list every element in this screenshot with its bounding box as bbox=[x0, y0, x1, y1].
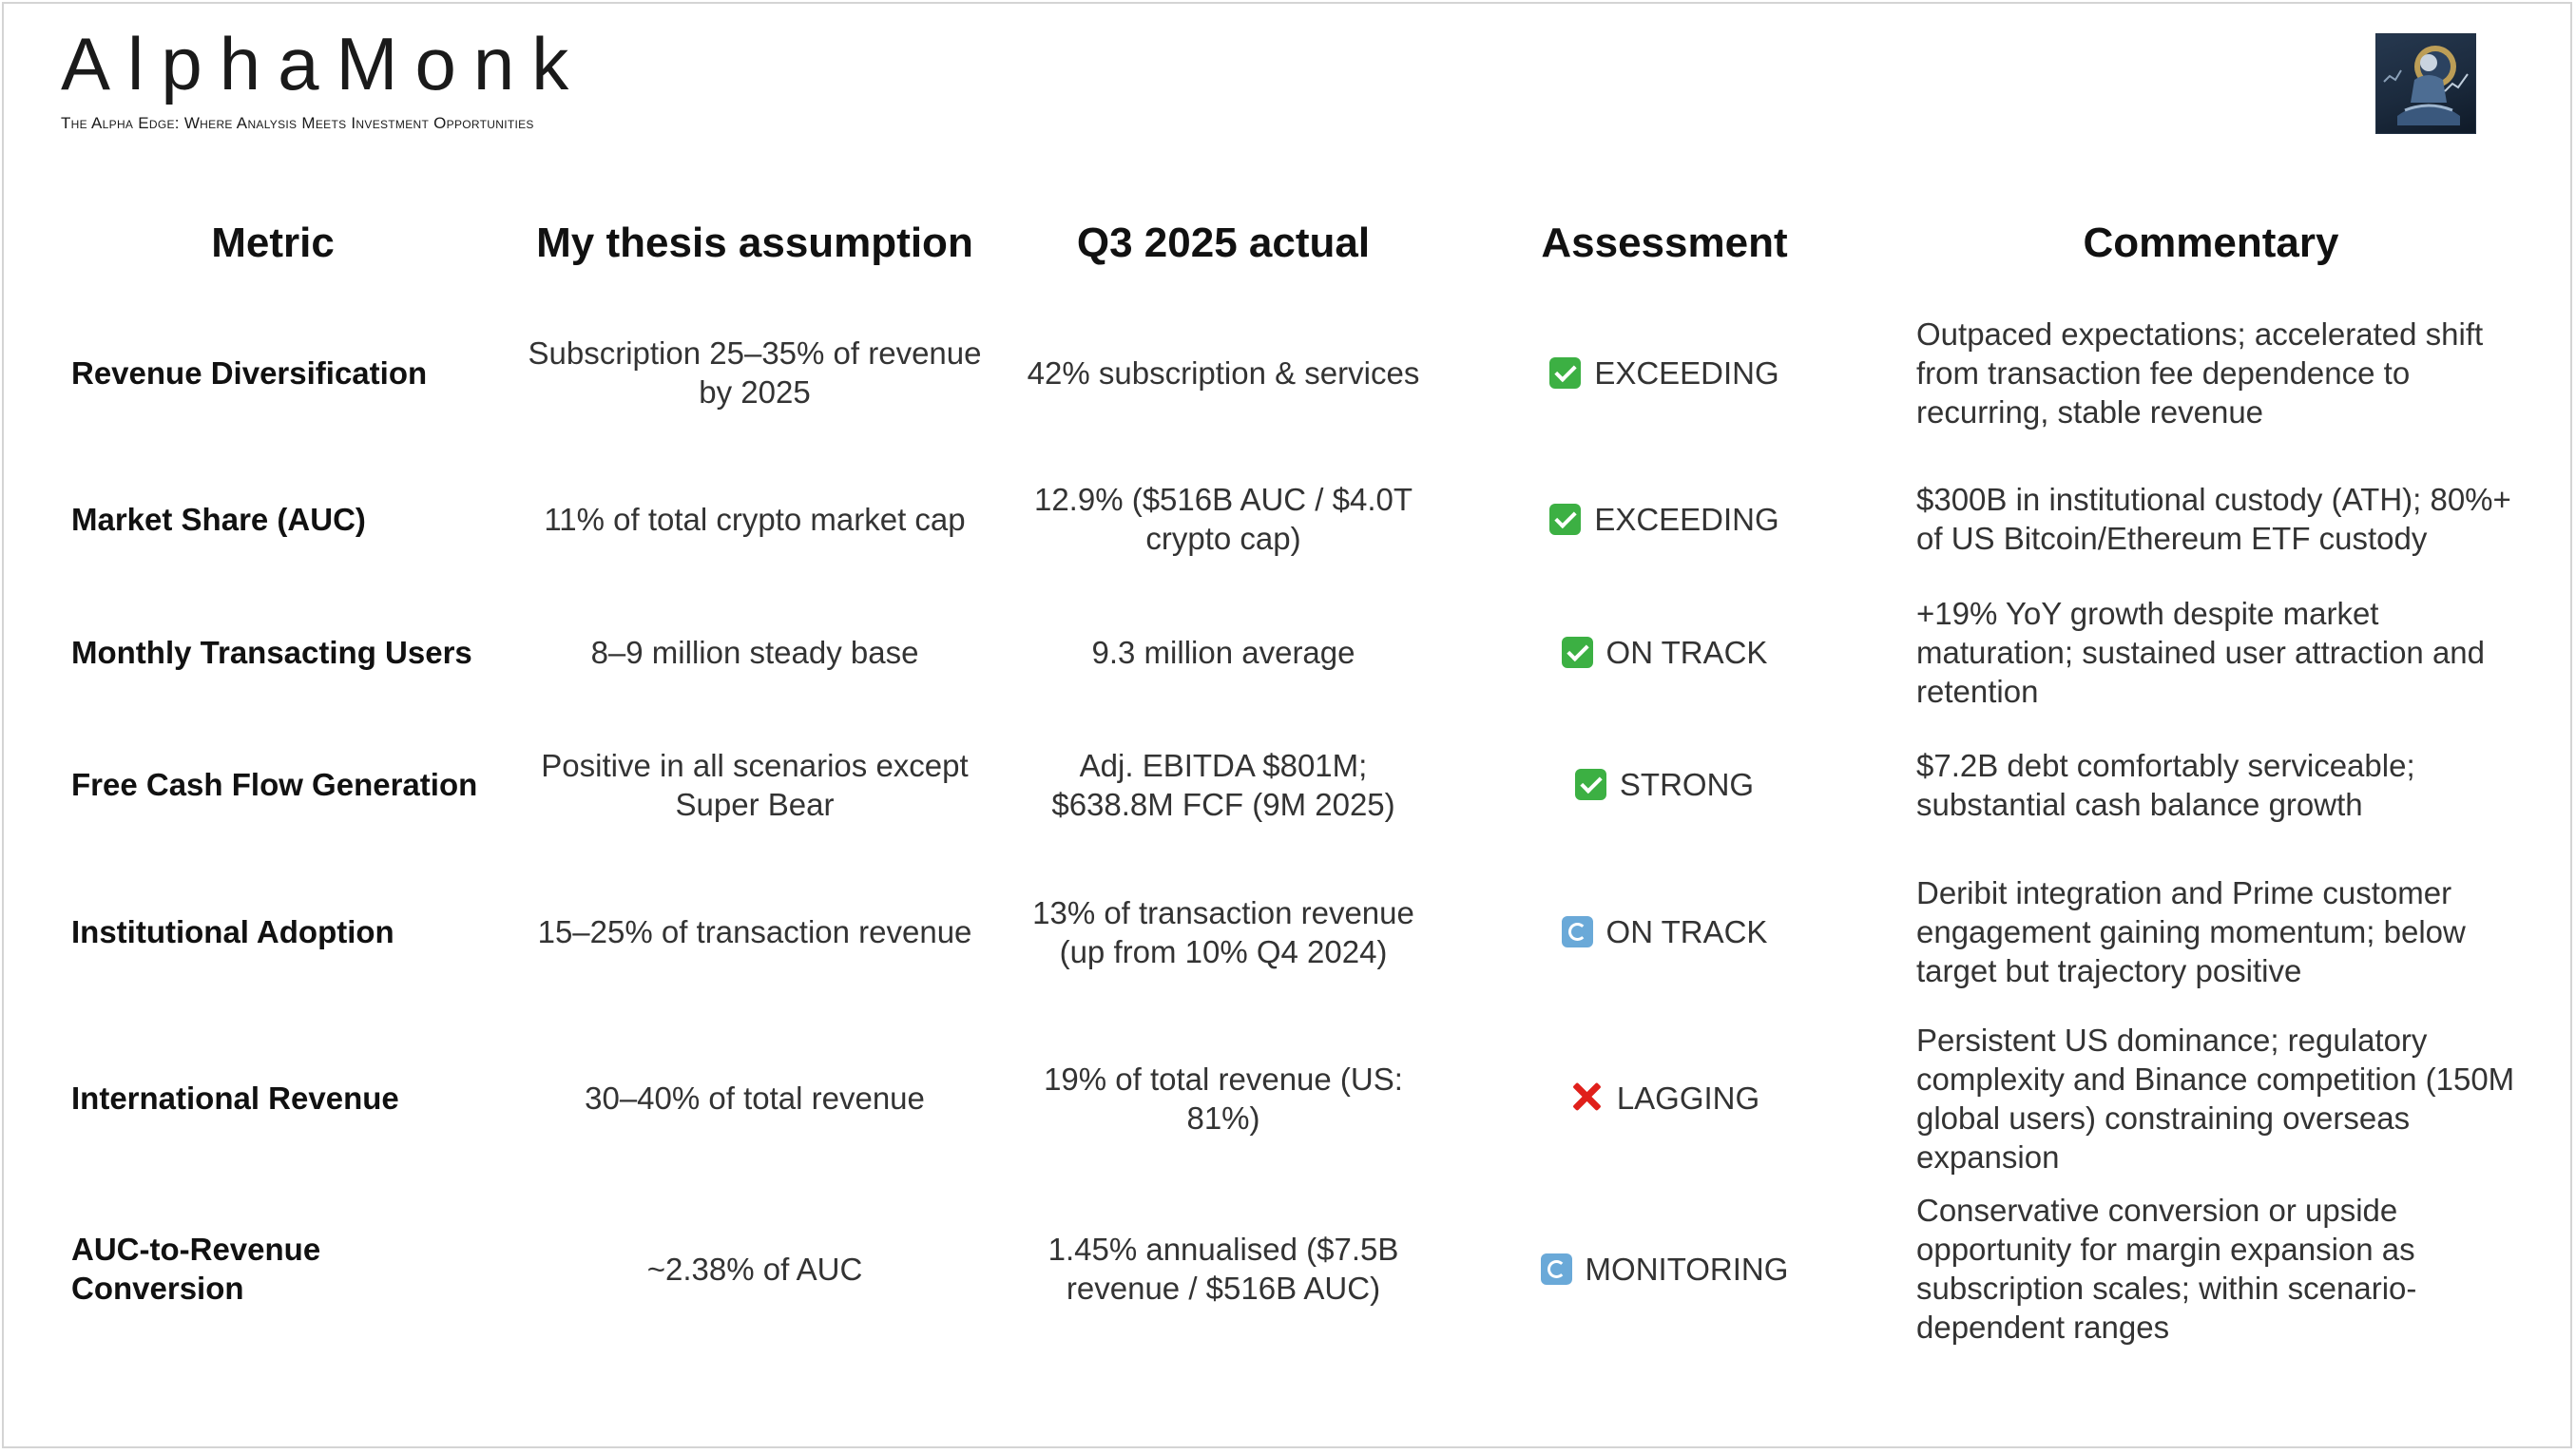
thesis-cell: 11% of total crypto market cap bbox=[544, 501, 966, 537]
thesis-assessment-table: Metric My thesis assumption Q3 2025 actu… bbox=[42, 185, 2534, 1347]
status-label: ON TRACK bbox=[1605, 914, 1768, 949]
check-icon bbox=[1549, 356, 1582, 389]
status-label: EXCEEDING bbox=[1594, 501, 1779, 537]
status-label: ON TRACK bbox=[1605, 635, 1768, 670]
status-label: LAGGING bbox=[1616, 1081, 1760, 1116]
brand-tagline: The Alpha Edge: Where Analysis Meets Inv… bbox=[61, 114, 534, 132]
table-row: Monthly Transacting Users 8–9 million st… bbox=[42, 594, 2534, 711]
actual-cell: 9.3 million average bbox=[1091, 635, 1355, 670]
brand-name: AlphaMonk bbox=[61, 22, 586, 105]
table-row: Market Share (AUC) 11% of total crypto m… bbox=[42, 444, 2534, 594]
metric-cell: Monthly Transacting Users bbox=[71, 635, 472, 670]
header-actual: Q3 2025 actual bbox=[1076, 220, 1371, 266]
assessment-cell: EXCEEDING bbox=[1441, 301, 1888, 444]
header-metric: Metric bbox=[211, 220, 335, 266]
commentary-cell: Conservative conversion or upside opport… bbox=[1916, 1193, 2417, 1345]
actual-cell: Adj. EBITDA $801M; $638.8M FCF (9M 2025) bbox=[1051, 747, 1395, 822]
actual-cell: 19% of total revenue (US: 81%) bbox=[1044, 1061, 1403, 1136]
cycle-icon bbox=[1540, 1253, 1572, 1285]
status-label: MONITORING bbox=[1585, 1251, 1789, 1287]
table-row: Revenue Diversification Subscription 25–… bbox=[42, 301, 2534, 444]
header-assessment: Assessment bbox=[1541, 220, 1788, 266]
thesis-cell: Subscription 25–35% of revenue by 2025 bbox=[528, 335, 982, 410]
metric-cell: Institutional Adoption bbox=[71, 914, 394, 949]
brand-header: AlphaMonk The Alpha Edge: Where Analysis… bbox=[61, 27, 586, 133]
thesis-cell: 8–9 million steady base bbox=[590, 635, 919, 670]
commentary-cell: Persistent US dominance; regulatory comp… bbox=[1916, 1022, 2515, 1175]
metric-cell: Free Cash Flow Generation bbox=[71, 767, 478, 802]
assessment-cell: ON TRACK bbox=[1441, 858, 1888, 1005]
actual-cell: 12.9% ($516B AUC / $4.0T crypto cap) bbox=[1033, 482, 1413, 556]
assessment-cell: STRONG bbox=[1441, 711, 1888, 858]
status-label: EXCEEDING bbox=[1594, 354, 1779, 391]
actual-cell: 13% of transaction revenue (up from 10% … bbox=[1032, 894, 1414, 969]
assessment-cell: ON TRACK bbox=[1441, 594, 1888, 711]
metric-cell: Market Share (AUC) bbox=[71, 501, 366, 537]
check-icon bbox=[1574, 769, 1606, 800]
table-row: Institutional Adoption 15–25% of transac… bbox=[42, 858, 2534, 1005]
check-icon bbox=[1549, 503, 1582, 535]
commentary-cell: Deribit integration and Prime customer e… bbox=[1916, 875, 2466, 988]
table-row: AUC-to-Revenue Conversion ~2.38% of AUC … bbox=[42, 1191, 2534, 1347]
actual-cell: 1.45% annualised ($7.5B revenue / $516B … bbox=[1048, 1232, 1399, 1306]
table-header-row: Metric My thesis assumption Q3 2025 actu… bbox=[42, 185, 2534, 301]
header-commentary: Commentary bbox=[2083, 220, 2339, 266]
thesis-cell: Positive in all scenarios except Super B… bbox=[541, 747, 969, 822]
table-row: Free Cash Flow Generation Positive in al… bbox=[42, 711, 2534, 858]
commentary-cell: Outpaced expectations; accelerated shift… bbox=[1916, 316, 2484, 430]
cycle-icon bbox=[1561, 916, 1593, 947]
actual-cell: 42% subscription & services bbox=[1027, 354, 1420, 391]
check-icon bbox=[1561, 637, 1593, 668]
thesis-cell: ~2.38% of AUC bbox=[646, 1251, 863, 1287]
assessment-cell: LAGGING bbox=[1441, 1005, 1888, 1191]
header-thesis: My thesis assumption bbox=[536, 220, 973, 266]
commentary-cell: +19% YoY growth despite market maturatio… bbox=[1916, 596, 2486, 709]
status-label: STRONG bbox=[1619, 767, 1755, 802]
assessment-cell: MONITORING bbox=[1441, 1191, 1888, 1347]
metric-cell: Revenue Diversification bbox=[71, 354, 428, 391]
metric-cell: International Revenue bbox=[71, 1081, 399, 1116]
thesis-cell: 15–25% of transaction revenue bbox=[537, 914, 972, 949]
metric-cell: AUC-to-Revenue Conversion bbox=[71, 1232, 321, 1306]
commentary-cell: $300B in institutional custody (ATH); 80… bbox=[1916, 482, 2511, 556]
thesis-cell: 30–40% of total revenue bbox=[585, 1081, 925, 1116]
commentary-cell: $7.2B debt comfortably serviceable; subs… bbox=[1916, 747, 2415, 822]
meditating-monk-logo-icon bbox=[2375, 33, 2476, 134]
cross-icon bbox=[1569, 1080, 1604, 1114]
table-row: International Revenue 30–40% of total re… bbox=[42, 1005, 2534, 1191]
assessment-cell: EXCEEDING bbox=[1441, 444, 1888, 594]
